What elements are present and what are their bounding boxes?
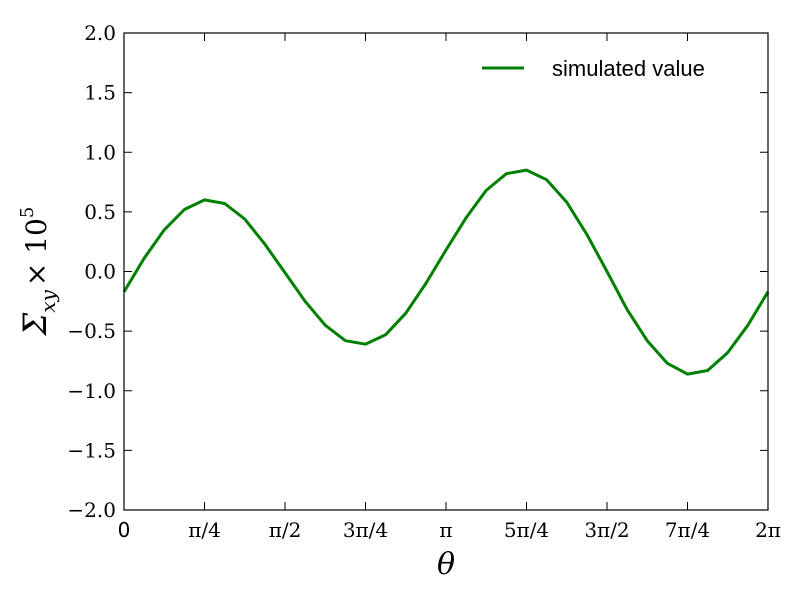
x-tick-label: 7π/4 [665, 518, 710, 542]
x-tick-label: 5π/4 [504, 518, 549, 542]
x-axis-label: θ [437, 547, 455, 582]
x-tick-label: π [439, 518, 452, 542]
x-tick-label: 2π [755, 518, 781, 542]
plot-frame [123, 32, 769, 511]
y-tick-label: −2.0 [67, 498, 116, 522]
x-tick-label: 3π/2 [584, 518, 629, 542]
y-tick-label: 0.5 [84, 200, 116, 224]
y-tick-label: −0.5 [67, 319, 116, 343]
legend: simulated value [482, 56, 705, 81]
x-tick-label: π/4 [188, 518, 221, 542]
series-layer [122, 168, 770, 376]
y-tick-label: 1.5 [84, 81, 116, 105]
y-axis-label: Σxy× 105 [16, 207, 60, 337]
y-tick-label: 1.0 [84, 140, 116, 164]
y-tick-label: 2.0 [84, 21, 116, 45]
series-line-simulated-value [122, 168, 770, 376]
x-tick-label: 0 [118, 518, 131, 542]
y-tick-label: 0.0 [84, 260, 116, 284]
x-tick-label: 3π/4 [343, 518, 388, 542]
legend-label-simulated-value: simulated value [552, 56, 705, 81]
y-tick-label: −1.0 [67, 379, 116, 403]
plot-area [124, 33, 768, 510]
x-tick-label: π/2 [269, 518, 302, 542]
y-tick-label: −1.5 [67, 438, 116, 462]
x-tick-labels: 0 π/4 π/2 3π/4 π 5π/4 3π/2 7π/4 2π [118, 518, 781, 542]
y-tick-labels: 2.0 1.5 1.0 0.5 0.0 −0.5 −1.0 −1.5 −2.0 [67, 21, 116, 522]
